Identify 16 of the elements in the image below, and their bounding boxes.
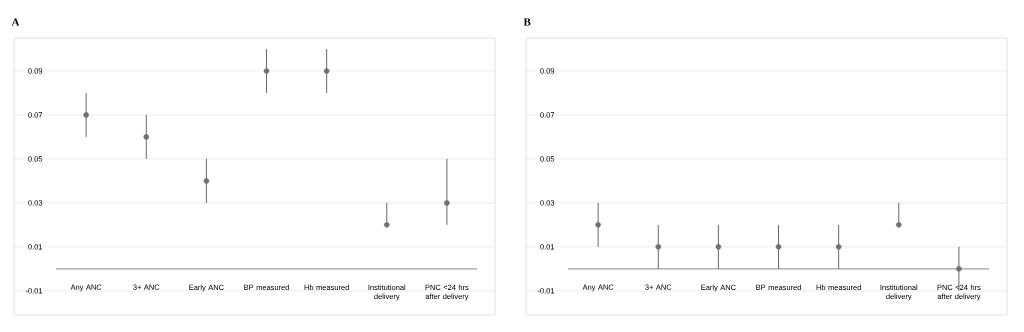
point xyxy=(956,266,962,272)
point xyxy=(143,134,150,140)
chart-title: A xyxy=(11,18,20,26)
point xyxy=(595,222,601,228)
point xyxy=(655,244,662,250)
point xyxy=(715,244,722,250)
point xyxy=(203,178,210,184)
point xyxy=(895,222,902,228)
point xyxy=(323,68,330,74)
point xyxy=(263,68,270,74)
point xyxy=(383,222,390,228)
point xyxy=(775,244,782,250)
point xyxy=(444,200,450,206)
point xyxy=(835,244,842,250)
point xyxy=(83,112,89,118)
chart-title: B xyxy=(523,18,531,26)
